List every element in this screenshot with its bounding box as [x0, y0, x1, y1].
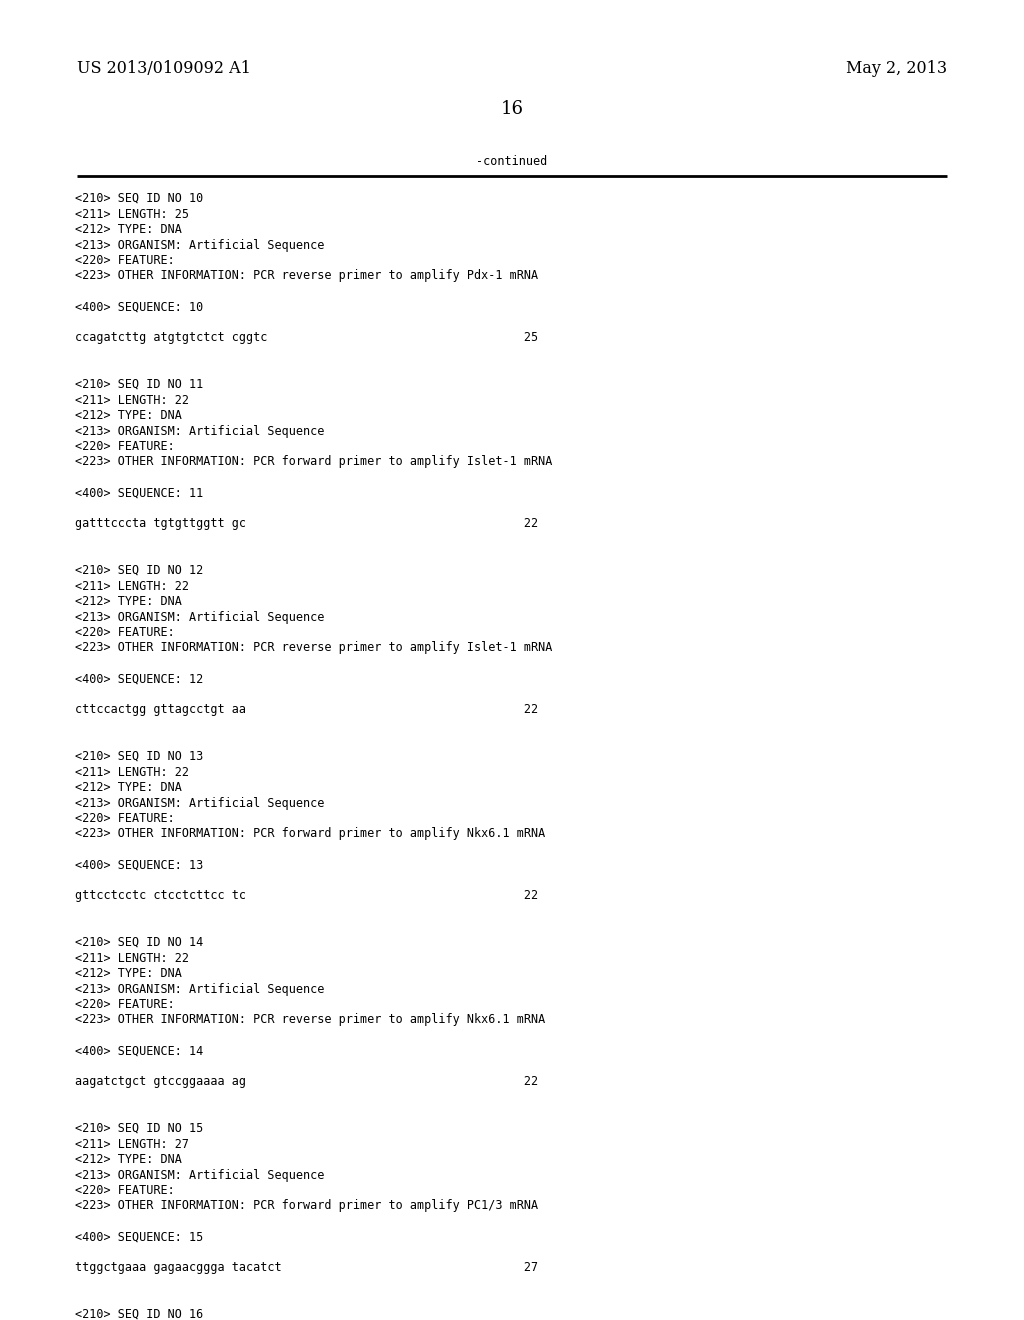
Text: US 2013/0109092 A1: US 2013/0109092 A1 [77, 59, 251, 77]
Text: <220> FEATURE:: <220> FEATURE: [75, 812, 175, 825]
Text: <220> FEATURE:: <220> FEATURE: [75, 440, 175, 453]
Text: <213> ORGANISM: Artificial Sequence: <213> ORGANISM: Artificial Sequence [75, 425, 325, 437]
Text: <213> ORGANISM: Artificial Sequence: <213> ORGANISM: Artificial Sequence [75, 610, 325, 623]
Text: <211> LENGTH: 25: <211> LENGTH: 25 [75, 207, 189, 220]
Text: ccagatcttg atgtgtctct cggtc                                    25: ccagatcttg atgtgtctct cggtc 25 [75, 331, 539, 345]
Text: <210> SEQ ID NO 10: <210> SEQ ID NO 10 [75, 191, 203, 205]
Text: <220> FEATURE:: <220> FEATURE: [75, 1184, 175, 1197]
Text: <211> LENGTH: 22: <211> LENGTH: 22 [75, 766, 189, 779]
Text: <400> SEQUENCE: 14: <400> SEQUENCE: 14 [75, 1044, 203, 1057]
Text: ttggctgaaa gagaacggga tacatct                                  27: ttggctgaaa gagaacggga tacatct 27 [75, 1262, 539, 1275]
Text: -continued: -continued [476, 154, 548, 168]
Text: gttcctcctc ctcctcttcc tc                                       22: gttcctcctc ctcctcttcc tc 22 [75, 890, 539, 903]
Text: <400> SEQUENCE: 11: <400> SEQUENCE: 11 [75, 487, 203, 499]
Text: <210> SEQ ID NO 16: <210> SEQ ID NO 16 [75, 1308, 203, 1320]
Text: aagatctgct gtccggaaaa ag                                       22: aagatctgct gtccggaaaa ag 22 [75, 1076, 539, 1089]
Text: <210> SEQ ID NO 15: <210> SEQ ID NO 15 [75, 1122, 203, 1135]
Text: <211> LENGTH: 22: <211> LENGTH: 22 [75, 393, 189, 407]
Text: <210> SEQ ID NO 13: <210> SEQ ID NO 13 [75, 750, 203, 763]
Text: <223> OTHER INFORMATION: PCR forward primer to amplify PC1/3 mRNA: <223> OTHER INFORMATION: PCR forward pri… [75, 1200, 539, 1213]
Text: <210> SEQ ID NO 14: <210> SEQ ID NO 14 [75, 936, 203, 949]
Text: <400> SEQUENCE: 15: <400> SEQUENCE: 15 [75, 1230, 203, 1243]
Text: <212> TYPE: DNA: <212> TYPE: DNA [75, 781, 182, 795]
Text: <210> SEQ ID NO 12: <210> SEQ ID NO 12 [75, 564, 203, 577]
Text: <223> OTHER INFORMATION: PCR forward primer to amplify Islet-1 mRNA: <223> OTHER INFORMATION: PCR forward pri… [75, 455, 552, 469]
Text: <220> FEATURE:: <220> FEATURE: [75, 253, 175, 267]
Text: <220> FEATURE:: <220> FEATURE: [75, 998, 175, 1011]
Text: <213> ORGANISM: Artificial Sequence: <213> ORGANISM: Artificial Sequence [75, 1168, 325, 1181]
Text: <211> LENGTH: 27: <211> LENGTH: 27 [75, 1138, 189, 1151]
Text: <213> ORGANISM: Artificial Sequence: <213> ORGANISM: Artificial Sequence [75, 982, 325, 995]
Text: <400> SEQUENCE: 10: <400> SEQUENCE: 10 [75, 301, 203, 314]
Text: gatttcccta tgtgttggtt gc                                       22: gatttcccta tgtgttggtt gc 22 [75, 517, 539, 531]
Text: <212> TYPE: DNA: <212> TYPE: DNA [75, 1152, 182, 1166]
Text: <210> SEQ ID NO 11: <210> SEQ ID NO 11 [75, 378, 203, 391]
Text: cttccactgg gttagcctgt aa                                       22: cttccactgg gttagcctgt aa 22 [75, 704, 539, 717]
Text: <213> ORGANISM: Artificial Sequence: <213> ORGANISM: Artificial Sequence [75, 239, 325, 252]
Text: <212> TYPE: DNA: <212> TYPE: DNA [75, 595, 182, 609]
Text: <223> OTHER INFORMATION: PCR reverse primer to amplify Islet-1 mRNA: <223> OTHER INFORMATION: PCR reverse pri… [75, 642, 552, 655]
Text: <212> TYPE: DNA: <212> TYPE: DNA [75, 968, 182, 979]
Text: <212> TYPE: DNA: <212> TYPE: DNA [75, 409, 182, 422]
Text: <212> TYPE: DNA: <212> TYPE: DNA [75, 223, 182, 236]
Text: <213> ORGANISM: Artificial Sequence: <213> ORGANISM: Artificial Sequence [75, 796, 325, 809]
Text: 16: 16 [501, 100, 523, 117]
Text: <223> OTHER INFORMATION: PCR reverse primer to amplify Nkx6.1 mRNA: <223> OTHER INFORMATION: PCR reverse pri… [75, 1014, 545, 1027]
Text: <223> OTHER INFORMATION: PCR forward primer to amplify Nkx6.1 mRNA: <223> OTHER INFORMATION: PCR forward pri… [75, 828, 545, 841]
Text: <400> SEQUENCE: 12: <400> SEQUENCE: 12 [75, 672, 203, 685]
Text: May 2, 2013: May 2, 2013 [846, 59, 947, 77]
Text: <220> FEATURE:: <220> FEATURE: [75, 626, 175, 639]
Text: <211> LENGTH: 22: <211> LENGTH: 22 [75, 579, 189, 593]
Text: <223> OTHER INFORMATION: PCR reverse primer to amplify Pdx-1 mRNA: <223> OTHER INFORMATION: PCR reverse pri… [75, 269, 539, 282]
Text: <211> LENGTH: 22: <211> LENGTH: 22 [75, 952, 189, 965]
Text: <400> SEQUENCE: 13: <400> SEQUENCE: 13 [75, 858, 203, 871]
